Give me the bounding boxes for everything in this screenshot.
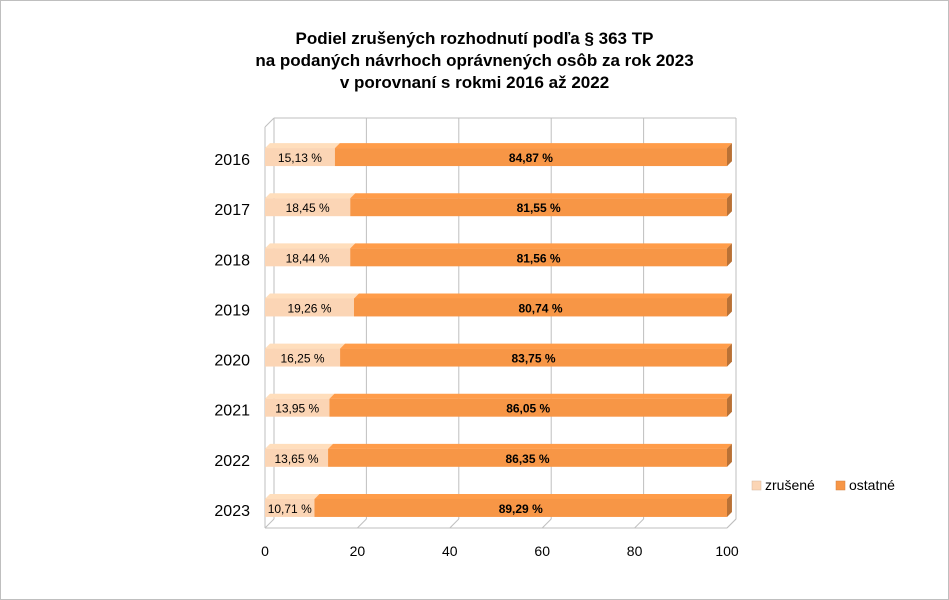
y-tick-label: 2018 [214, 252, 250, 269]
title-line-1: Podiel zrušených rozhodnutí podľa § 363 … [295, 29, 654, 48]
legend-swatch [835, 480, 846, 491]
bar-segment [265, 498, 315, 517]
data-label: 81,55 % [517, 201, 561, 215]
bar-segment [340, 348, 727, 367]
bar-segment [265, 298, 354, 317]
y-tick-label: 2021 [214, 403, 250, 420]
bar-top-face [329, 393, 732, 399]
bar-side-face [727, 293, 732, 317]
y-tick-label: 2016 [214, 152, 250, 169]
legend-label: zrušené [765, 477, 815, 493]
x-tick-label: 0 [261, 543, 269, 559]
data-label: 16,25 % [281, 352, 325, 366]
floor-gridline [357, 518, 367, 529]
title-line-2: na podaných návrhoch oprávnených osôb za… [255, 51, 694, 70]
bar-top-face [265, 243, 356, 249]
bar-top-face [265, 393, 335, 399]
bar-side-face [727, 343, 732, 367]
title-line-3: v porovnaní s rokmi 2016 až 2022 [339, 73, 610, 92]
bar-segment [334, 148, 727, 167]
bar-segment [350, 248, 727, 267]
bar-segment [265, 148, 335, 167]
bar-top-face [314, 493, 732, 499]
bar-top-face [265, 443, 334, 449]
floor-gridline [634, 518, 644, 529]
bar-segment [350, 198, 727, 217]
bar-side-face [727, 493, 732, 517]
data-label: 83,75 % [512, 352, 556, 366]
bar-segment [265, 398, 330, 417]
y-tick-label: 2017 [214, 202, 250, 219]
bar-segment [328, 448, 727, 467]
y-tick-label: 2019 [214, 302, 250, 319]
x-tick-label: 100 [715, 543, 739, 559]
bar-segment [314, 498, 727, 517]
bar-top-face [328, 443, 732, 449]
bar-top-face [350, 193, 732, 199]
bar-side-face [727, 443, 732, 467]
data-label: 19,26 % [287, 301, 331, 315]
legend-swatch [751, 480, 762, 491]
bar-top-face [350, 243, 732, 249]
data-label: 89,29 % [499, 502, 543, 516]
data-label: 15,13 % [278, 151, 322, 165]
bar-segment [329, 398, 727, 417]
data-label: 18,45 % [286, 201, 330, 215]
y-tick-label: 2020 [214, 353, 250, 370]
bar-top-face [265, 293, 359, 299]
bar-segment [265, 448, 329, 467]
bar-segment [265, 198, 351, 217]
x-tick-label: 20 [350, 543, 366, 559]
floor-gridline [541, 518, 552, 529]
bar-side-face [727, 393, 732, 417]
data-label: 13,65 % [275, 452, 319, 466]
legend-label: ostatné [849, 477, 895, 493]
bar-side-face [727, 193, 732, 217]
data-label: 10,71 % [268, 502, 312, 516]
chart-title: Podiel zrušených rozhodnutí podľa § 363 … [0, 28, 949, 94]
data-label: 84,87 % [509, 151, 553, 165]
bar-side-face [727, 243, 732, 267]
floor-gridline [449, 518, 460, 529]
data-label: 86,35 % [506, 452, 550, 466]
x-tick-label: 80 [627, 543, 643, 559]
floor-right-edge [726, 518, 737, 529]
x-tick-label: 60 [534, 543, 550, 559]
data-label: 13,95 % [275, 402, 319, 416]
data-label: 81,56 % [517, 251, 561, 265]
bar-top-face [265, 193, 356, 199]
data-label: 18,44 % [286, 251, 330, 265]
x-tick-label: 40 [442, 543, 458, 559]
floor-gridline [264, 518, 275, 529]
bar-top-face [353, 293, 732, 299]
y-tick-label: 2022 [214, 453, 250, 470]
data-label: 86,05 % [506, 402, 550, 416]
bar-top-face [334, 143, 732, 149]
y-tick-label: 2023 [214, 503, 250, 520]
bar-top-face [265, 493, 320, 499]
bar-side-face [727, 143, 732, 167]
bar-segment [265, 248, 351, 267]
bar-segment [353, 298, 727, 317]
bar-top-face [265, 143, 340, 149]
data-label: 80,74 % [518, 301, 562, 315]
bar-top-face [340, 343, 732, 349]
bar-top-face [265, 343, 346, 349]
bar-segment [265, 348, 341, 367]
side-wall-top [264, 117, 275, 128]
